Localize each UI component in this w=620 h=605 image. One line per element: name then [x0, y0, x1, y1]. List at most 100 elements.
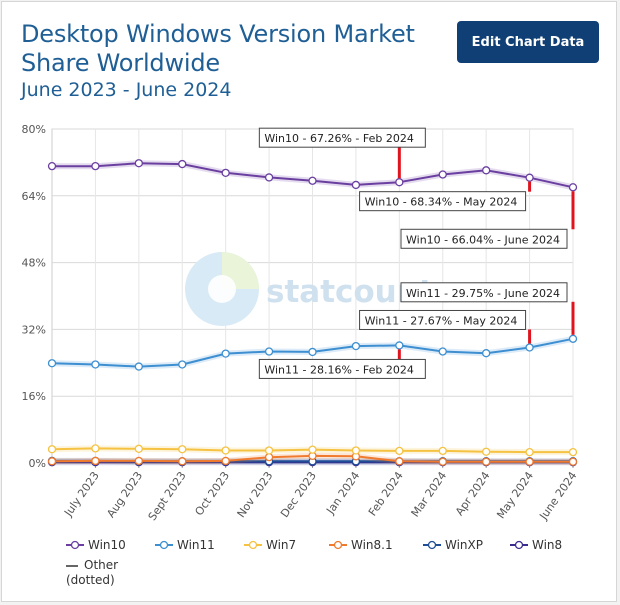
series-win81	[47, 451, 578, 466]
data-point	[134, 456, 143, 466]
annotation-box	[400, 282, 568, 303]
data-point	[482, 447, 491, 456]
legend-label: Win11	[177, 538, 215, 552]
data-point	[178, 360, 187, 369]
x-tick-label: Jan 2024	[323, 469, 362, 517]
data-point	[91, 456, 100, 466]
data-point	[568, 457, 578, 466]
data-point	[308, 445, 317, 454]
data-point	[308, 176, 317, 185]
data-point	[47, 359, 57, 368]
legend-marker-icon	[66, 540, 84, 550]
data-point	[482, 166, 491, 175]
x-tick-label: Sept 2023	[146, 469, 189, 523]
x-tick-label: May 2024	[494, 469, 536, 521]
annotation: Win10 - 67.26% - Feb 2024	[258, 127, 426, 179]
legend: Other (dotted) Win10 Win11 Win7 Win8.1 WinXP…	[0, 534, 620, 604]
annotation-box	[359, 309, 527, 330]
line-chart: statcounter 0% 16% 32% 48% 64% 80% July 2023 Au…	[22, 123, 580, 523]
x-tick-label: June 2024	[536, 469, 579, 523]
legend-label: Win7	[266, 538, 297, 552]
data-point	[395, 457, 404, 466]
annotation-box	[258, 127, 426, 148]
annotation-label: Win10 - 67.26% - Feb 2024	[264, 132, 414, 145]
annotation-label: Win10 - 66.04% - June 2024	[406, 233, 560, 246]
data-point	[221, 168, 230, 177]
data-point	[568, 447, 578, 457]
legend-item-other[interactable]: Other (dotted)	[66, 558, 118, 588]
annotation-box	[359, 191, 527, 212]
x-tick-label: July 2023	[61, 469, 102, 519]
series-win11	[47, 334, 578, 371]
y-tick-label: 64%	[22, 190, 46, 203]
data-point	[525, 457, 534, 466]
data-point	[264, 453, 274, 462]
legend-marker-dot	[333, 540, 343, 550]
legend-item-win10[interactable]: Win10	[66, 538, 126, 552]
annotation: Win10 - 66.04% - June 2024	[400, 191, 575, 249]
legend-label: Win10	[88, 538, 126, 552]
data-point	[525, 343, 534, 352]
annotations: Win10 - 67.26% - Feb 2024 Win10 - 68.34% …	[258, 127, 575, 379]
data-point	[351, 341, 361, 351]
annotation: Win11 - 27.67% - May 2024	[359, 309, 532, 344]
data-point	[134, 159, 143, 168]
chart-title: Desktop Windows Version Market Share Wor…	[21, 20, 415, 77]
legend-marker-dot	[159, 540, 169, 550]
legend-marker-icon	[155, 540, 173, 550]
legend-marker-dot	[427, 540, 437, 550]
legend-item-win8[interactable]: Win8	[510, 538, 562, 552]
x-tick-label: Dec 2023	[278, 469, 319, 520]
data-point	[178, 159, 187, 169]
legend-marker-dot	[514, 540, 524, 550]
x-tick-label: Nov 2023	[235, 469, 276, 520]
y-tick-label: 0%	[29, 457, 46, 470]
data-point	[178, 445, 187, 454]
data-point	[47, 457, 57, 466]
data-point	[264, 173, 274, 182]
legend-label: WinXP	[445, 538, 483, 552]
legend-marker-dot	[70, 540, 80, 550]
annotation: Win11 - 29.75% - June 2024	[400, 282, 575, 335]
data-point	[91, 444, 100, 453]
data-point	[221, 456, 230, 466]
legend-marker-icon	[510, 540, 528, 550]
data-point	[525, 447, 534, 457]
data-point	[482, 457, 491, 466]
legend-item-win7[interactable]: Win7	[244, 538, 296, 552]
dotted-line-icon	[66, 564, 78, 567]
data-point	[568, 334, 578, 343]
data-point	[134, 362, 143, 371]
x-tick-label: Feb 2024	[366, 469, 406, 518]
annotation-box	[400, 228, 568, 249]
annotation-label: Win11 - 29.75% - June 2024	[406, 287, 560, 300]
legend-item-winxp[interactable]: WinXP	[423, 538, 483, 552]
data-point	[134, 444, 143, 453]
annotation: Win11 - 28.16% - Feb 2024	[258, 349, 426, 379]
data-point	[438, 457, 447, 466]
legend-item-win81[interactable]: Win8.1	[329, 538, 393, 552]
edit-chart-data-button[interactable]: Edit Chart Data	[457, 21, 599, 63]
data-point	[221, 349, 230, 358]
legend-marker-icon	[329, 540, 347, 550]
annotation-label: Win10 - 68.34% - May 2024	[365, 196, 518, 209]
data-point	[91, 162, 100, 171]
legend-other-label: Other	[84, 558, 119, 572]
y-tick-label: 48%	[22, 257, 46, 270]
data-point	[395, 446, 404, 456]
chart-subtitle: June 2023 - June 2024	[21, 79, 232, 101]
legend-label: Win8.1	[351, 538, 393, 552]
annotation: Win10 - 68.34% - May 2024	[359, 181, 532, 212]
legend-item-win11[interactable]: Win11	[155, 538, 215, 552]
data-point	[351, 446, 361, 455]
annotation-label: Win11 - 27.67% - May 2024	[365, 314, 518, 327]
y-tick-label: 32%	[22, 323, 46, 336]
legend-marker-icon	[423, 540, 441, 550]
data-point	[438, 446, 447, 456]
data-point	[264, 446, 274, 455]
data-point	[308, 347, 317, 357]
legend-other-note: (dotted)	[66, 573, 115, 587]
y-tick-label: 16%	[22, 390, 46, 403]
data-point	[264, 347, 274, 356]
data-point	[47, 162, 57, 171]
